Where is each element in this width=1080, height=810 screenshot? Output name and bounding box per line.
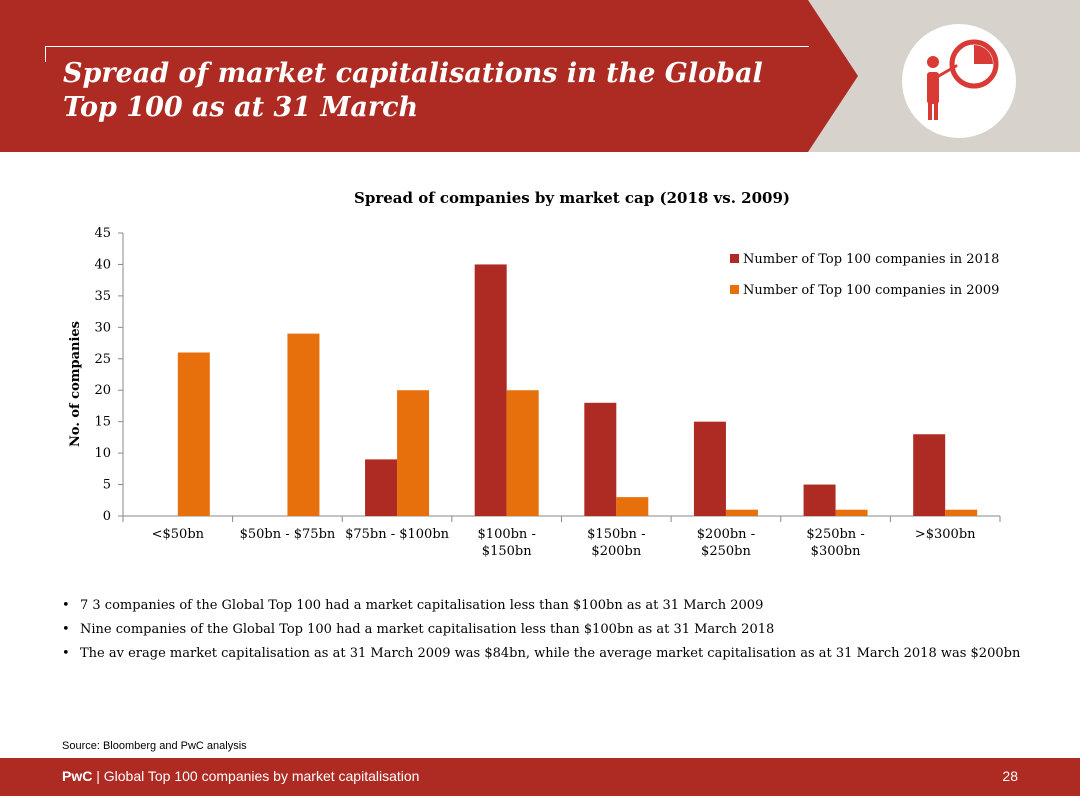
x-tick-label: $50bn - $75bn xyxy=(240,527,336,542)
legend-label: Number of Top 100 companies in 2009 xyxy=(743,283,999,298)
y-tick-label: 35 xyxy=(94,289,111,304)
bar-2009 xyxy=(725,509,758,516)
bullet-text: Nine companies of the Global Top 100 had… xyxy=(80,622,775,637)
footer-bar: PwC | Global Top 100 companies by market… xyxy=(0,758,1080,796)
x-tick-label: $250bn -$300bn xyxy=(806,527,864,559)
bar-2009 xyxy=(177,352,210,516)
page-title: Spread of market capitalisations in the … xyxy=(63,58,763,123)
bullet-text: The av erage market capitalisation as at… xyxy=(80,646,1021,661)
y-tick-label: 10 xyxy=(94,446,111,461)
x-tick-label: $150bn -$200bn xyxy=(587,527,645,559)
header-rule xyxy=(45,46,809,47)
bar-2018 xyxy=(474,264,507,516)
bar-2009 xyxy=(506,390,539,516)
y-tick-label: 45 xyxy=(94,226,111,241)
bullet-text: 7 3 companies of the Global Top 100 had … xyxy=(80,598,764,613)
page-number: 28 xyxy=(1002,768,1018,784)
bullet-item: • Nine companies of the Global Top 100 ha… xyxy=(62,622,775,637)
footer-brand: PwC xyxy=(62,768,93,784)
bar-2009 xyxy=(397,390,430,516)
legend-swatch xyxy=(730,254,739,263)
x-tick-label: >$300bn xyxy=(915,527,976,542)
bar-2009 xyxy=(945,509,978,516)
bars xyxy=(177,264,978,516)
footer-text: PwC | Global Top 100 companies by market… xyxy=(62,768,419,784)
bar-2018 xyxy=(693,421,726,516)
bar-2009 xyxy=(616,497,649,516)
bar-2018 xyxy=(803,484,836,516)
x-axis: <$50bn $50bn - $75bn $75bn - $100bn $100bn … xyxy=(122,515,1001,559)
legend-label: Number of Top 100 companies in 2018 xyxy=(743,252,999,267)
x-tick-label: $75bn - $100bn xyxy=(345,527,450,542)
chart-title: Spread of companies by market cap (2018 … xyxy=(354,189,790,207)
legend: Number of Top 100 companies in 2018 Numbe… xyxy=(730,252,999,298)
y-tick-label: 0 xyxy=(103,509,111,524)
bar-2009 xyxy=(835,509,868,516)
bar-2009 xyxy=(287,333,320,516)
bar-2018 xyxy=(913,434,946,516)
y-tick-label: 5 xyxy=(103,478,111,493)
header-banner xyxy=(0,0,1080,152)
footer-separator: | xyxy=(92,768,104,784)
header-rule-tick xyxy=(45,46,46,62)
y-tick-label: 20 xyxy=(94,383,111,398)
footer-title: Global Top 100 companies by market capit… xyxy=(103,768,420,784)
y-tick-label: 25 xyxy=(94,352,111,367)
y-axis: 0 5 10 15 20 25 30 35 40 45 xyxy=(94,226,124,524)
y-axis-label: No. of companies xyxy=(68,321,83,447)
bullet-item: • The av erage market capitalisation as a… xyxy=(62,646,1021,661)
bar-2018 xyxy=(584,402,617,516)
bullet-item: • 7 3 companies of the Global Top 100 had… xyxy=(62,598,764,613)
x-tick-label: $200bn -$250bn xyxy=(697,527,755,559)
x-tick-label: <$50bn xyxy=(152,527,205,542)
y-tick-label: 15 xyxy=(94,415,111,430)
legend-swatch xyxy=(730,285,739,294)
presenter-pie-chart-icon xyxy=(902,24,1016,138)
key-findings-list: • 7 3 companies of the Global Top 100 had… xyxy=(62,596,1062,668)
source-note: Source: Bloomberg and PwC analysis xyxy=(62,740,247,752)
bar-2018 xyxy=(365,459,398,516)
y-tick-label: 30 xyxy=(94,320,111,335)
x-tick-label: $100bn -$150bn xyxy=(478,527,536,559)
y-tick-label: 40 xyxy=(94,257,111,272)
